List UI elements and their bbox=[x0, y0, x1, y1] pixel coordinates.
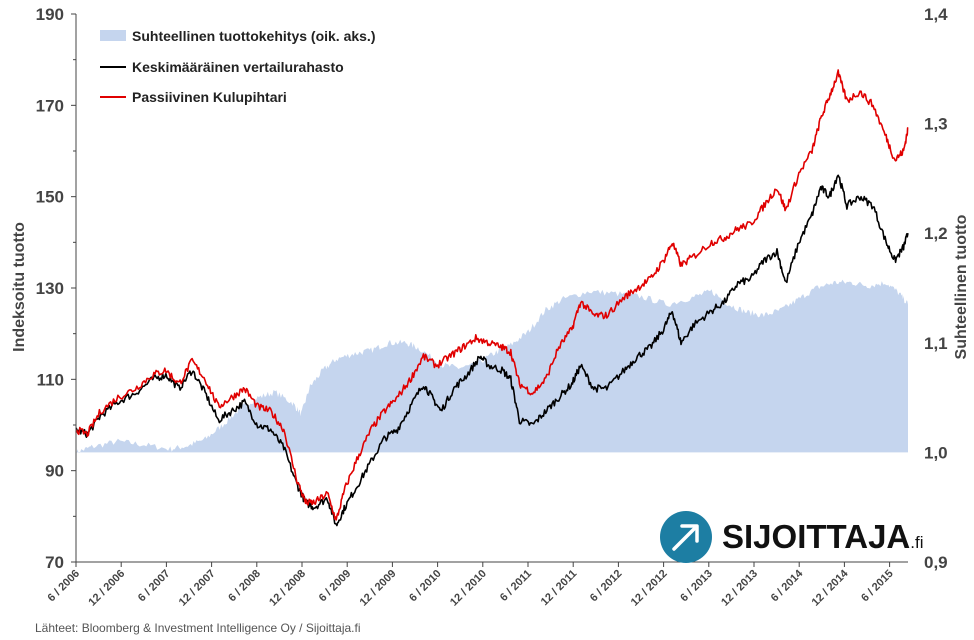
left-tick-label: 170 bbox=[36, 96, 64, 115]
x-tick-label: 6 / 2010 bbox=[407, 568, 444, 605]
x-tick-label: 12 / 2014 bbox=[810, 567, 852, 609]
right-tick-label: 1,0 bbox=[924, 443, 948, 462]
x-tick-label: 6 / 2006 bbox=[46, 568, 83, 605]
x-tick-label: 12 / 2013 bbox=[719, 568, 760, 609]
x-tick-label: 12 / 2010 bbox=[448, 568, 489, 609]
right-tick-label: 1,1 bbox=[924, 334, 948, 353]
x-tick-label: 6 / 2014 bbox=[769, 567, 806, 604]
left-tick-label: 90 bbox=[45, 462, 64, 481]
arrow-up-right-icon bbox=[660, 511, 712, 563]
left-tick-label: 70 bbox=[45, 553, 64, 572]
right-axis-ticks: 0,9 1,0 1,1 1,2 1,3 1,4 bbox=[924, 5, 948, 572]
x-tick-label: 6 / 2008 bbox=[226, 568, 263, 605]
right-tick-label: 0,9 bbox=[924, 553, 948, 572]
source-note: Lähteet: Bloomberg & Investment Intellig… bbox=[35, 621, 361, 635]
legend-swatch-area bbox=[100, 30, 126, 41]
x-tick-label: 12 / 2012 bbox=[629, 568, 670, 609]
legend: Suhteellinen tuottokehitys (oik. aks.) K… bbox=[100, 28, 375, 105]
x-tick-label: 6 / 2007 bbox=[136, 568, 173, 605]
x-tick-label: 12 / 2009 bbox=[358, 568, 399, 609]
x-tick-label: 12 / 2006 bbox=[86, 568, 127, 609]
left-axis-title: Indeksoitu tuotto bbox=[11, 222, 28, 352]
right-axis-title: Suhteellinen tuotto bbox=[953, 214, 970, 359]
x-tick-label: 12 / 2011 bbox=[539, 568, 580, 609]
sijoittaja-logo: SIJOITTAJA.fi bbox=[660, 511, 924, 563]
left-tick-label: 130 bbox=[36, 279, 64, 298]
x-tick-label: 6 / 2013 bbox=[678, 568, 715, 605]
x-tick-label: 6 / 2012 bbox=[588, 568, 625, 605]
x-axis-ticks: 6 / 2006 12 / 2006 6 / 2007 12 / 2007 6 / 20… bbox=[46, 562, 896, 609]
right-tick-label: 1,3 bbox=[924, 115, 948, 134]
left-axis-ticks: 70 90 110 130 150 170 190 bbox=[36, 5, 76, 572]
series-line-benchmark-fund bbox=[75, 174, 909, 527]
logo-wordmark: SIJOITTAJA.fi bbox=[722, 518, 924, 555]
series-line-passive-fund bbox=[75, 69, 909, 521]
x-tick-label: 12 / 2008 bbox=[267, 568, 308, 609]
x-tick-label: 6 / 2015 bbox=[859, 568, 896, 605]
left-tick-label: 190 bbox=[36, 5, 64, 24]
x-tick-label: 6 / 2009 bbox=[317, 568, 354, 605]
legend-label-passive: Passiivinen Kulupihtari bbox=[132, 89, 287, 105]
legend-label-relative: Suhteellinen tuottokehitys (oik. aks.) bbox=[132, 28, 375, 44]
x-tick-label: 6 / 2011 bbox=[498, 568, 534, 604]
right-tick-label: 1,2 bbox=[924, 224, 948, 243]
return-lines-layer bbox=[75, 69, 909, 527]
x-tick-label: 12 / 2007 bbox=[177, 568, 218, 609]
left-tick-label: 110 bbox=[37, 370, 64, 389]
legend-label-benchmark: Keskimääräinen vertailurahasto bbox=[132, 59, 344, 75]
left-tick-label: 150 bbox=[36, 188, 64, 207]
right-tick-label: 1,4 bbox=[924, 5, 948, 24]
